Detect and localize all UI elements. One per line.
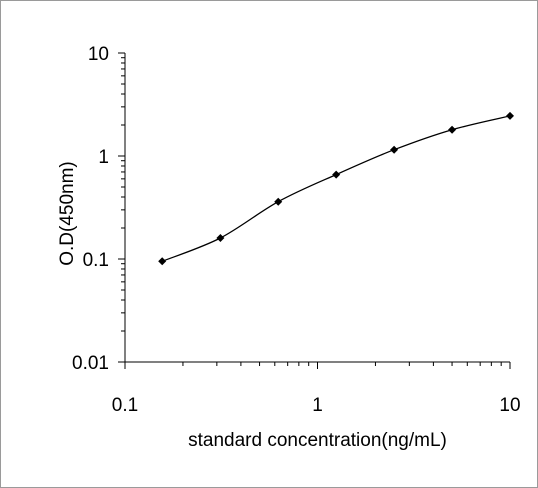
y-tick-label: 1 bbox=[98, 147, 109, 168]
x-tick-label: 0.1 bbox=[112, 395, 138, 416]
x-tick-label: 10 bbox=[499, 395, 520, 416]
y-tick-label: 0.1 bbox=[83, 250, 109, 271]
x-axis-title: standard concentration(ng/mL) bbox=[188, 430, 447, 451]
y-tick-label: 0.01 bbox=[72, 353, 109, 374]
data-point-marker bbox=[332, 170, 341, 179]
axes bbox=[124, 53, 510, 363]
x-ticks bbox=[124, 362, 511, 369]
data-point-marker bbox=[158, 257, 167, 266]
data-markers bbox=[158, 111, 514, 266]
x-tick-label: 1 bbox=[312, 395, 323, 416]
y-ticks bbox=[118, 52, 125, 363]
data-point-marker bbox=[448, 125, 457, 134]
y-tick-label: 10 bbox=[88, 44, 109, 65]
series-line bbox=[161, 115, 511, 262]
data-point-marker bbox=[216, 233, 225, 242]
data-point-marker bbox=[274, 197, 283, 206]
y-tick-labels: 0.01 0.1 1 10 bbox=[72, 44, 109, 374]
data-point-marker bbox=[506, 111, 514, 120]
x-tick-labels: 0.1 1 10 bbox=[112, 395, 521, 416]
y-axis-title: O.D(450nm) bbox=[57, 161, 78, 266]
data-point-marker bbox=[390, 145, 399, 154]
